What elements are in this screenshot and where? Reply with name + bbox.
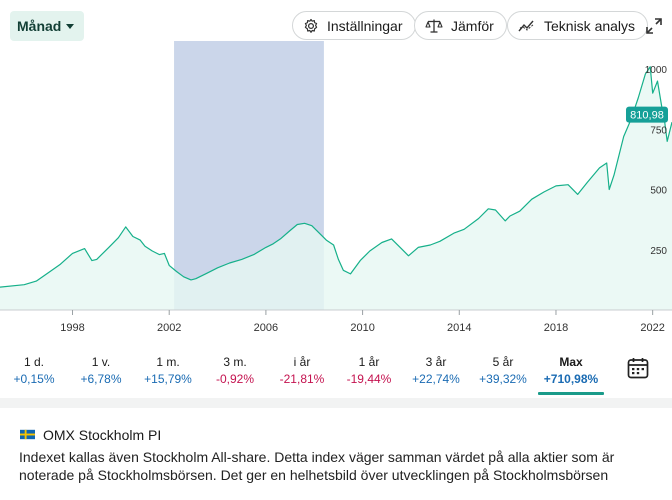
period-tab-label: 1 d. <box>23 355 44 369</box>
period-tab[interactable]: Max +710,98% <box>538 344 604 396</box>
sweden-flag-icon <box>20 429 35 440</box>
y-tick-label: 1000 <box>645 65 668 76</box>
period-tab-change: +0,15% <box>13 372 55 386</box>
index-chart[interactable]: 1998 2002 2006 2010 2014 2018 2022 1000 750 500 25… <box>0 0 672 340</box>
x-tick-label: 2018 <box>544 322 568 334</box>
chevron-down-icon <box>66 24 75 29</box>
period-tab-label: i år <box>293 355 311 369</box>
period-tab-change: +39,32% <box>479 372 527 386</box>
period-tab-label: 5 år <box>492 355 514 369</box>
settings-button[interactable]: Inställningar <box>292 11 416 40</box>
period-tab-label: 1 m. <box>156 355 180 369</box>
period-tab-change: +710,98% <box>543 372 599 386</box>
period-tab-label: 3 år <box>425 355 447 369</box>
y-tick-label: 500 <box>650 186 667 197</box>
gear-icon <box>304 18 318 33</box>
x-tick-label: 2010 <box>350 322 374 334</box>
period-tab-label: 3 m. <box>223 355 247 369</box>
compare-button[interactable]: Jämför <box>414 11 507 40</box>
x-tick-label: 1998 <box>60 322 84 334</box>
current-value-label: 810,98 <box>630 110 664 122</box>
technical-analysis-label: Teknisk analys <box>544 17 636 34</box>
period-tab-label: Max <box>559 355 583 369</box>
y-tick-label: 250 <box>650 246 667 257</box>
index-title: OMX Stockholm PI <box>43 427 162 443</box>
current-value-badge <box>626 106 668 123</box>
compare-label: Jämför <box>451 17 494 34</box>
active-tab-indicator <box>538 392 604 395</box>
chart-toolbar: Månad Inställningar Jämför Teknisk analy… <box>0 0 672 50</box>
scale-icon <box>425 19 443 33</box>
settings-label: Inställningar <box>327 17 403 34</box>
period-tab-change: -0,92% <box>215 372 255 386</box>
period-tab-change: +15,79% <box>144 372 192 386</box>
period-dropdown-label: Månad <box>17 18 62 34</box>
series-line <box>0 66 672 288</box>
x-tick-label: 2014 <box>447 322 471 334</box>
period-tab[interactable]: 5 år +39,32% <box>473 344 533 396</box>
period-tab-change: +22,74% <box>412 372 460 386</box>
index-info-card <box>0 408 672 500</box>
period-dropdown[interactable]: Månad <box>10 11 85 41</box>
period-tab[interactable]: 1 v. +6,78% <box>71 344 131 396</box>
calendar-icon[interactable] <box>626 356 650 380</box>
period-tab[interactable]: i år -21,81% <box>272 344 332 396</box>
x-tick-label: 2006 <box>254 322 278 334</box>
period-tab-change: -21,81% <box>279 372 325 386</box>
period-tab[interactable]: 3 år +22,74% <box>406 344 466 396</box>
expand-icon[interactable] <box>645 17 663 35</box>
period-tab[interactable]: 3 m. -0,92% <box>205 344 265 396</box>
period-tab-change: +6,78% <box>80 372 122 386</box>
period-tab[interactable]: 1 d. +0,15% <box>4 344 64 396</box>
period-selector: 1 d. +0,15% 1 v. +6,78% 1 m. +15,79% 3 m. -0,92… <box>0 344 672 396</box>
index-description: Indexet kallas även Stockholm All-share.… <box>19 449 615 483</box>
period-tab-label: 1 år <box>358 355 380 369</box>
period-tab-change: -19,44% <box>346 372 392 386</box>
period-tab[interactable]: 1 år -19,44% <box>339 344 399 396</box>
trend-icon <box>518 20 535 31</box>
period-tab-label: 1 v. <box>91 355 111 369</box>
x-tick-label: 2022 <box>640 322 664 334</box>
y-tick-label: 750 <box>650 125 667 136</box>
period-tab[interactable]: 1 m. +15,79% <box>138 344 198 396</box>
x-tick-label: 2002 <box>157 322 181 334</box>
series-area <box>0 66 672 310</box>
technical-analysis-button[interactable]: Teknisk analys <box>507 11 649 40</box>
